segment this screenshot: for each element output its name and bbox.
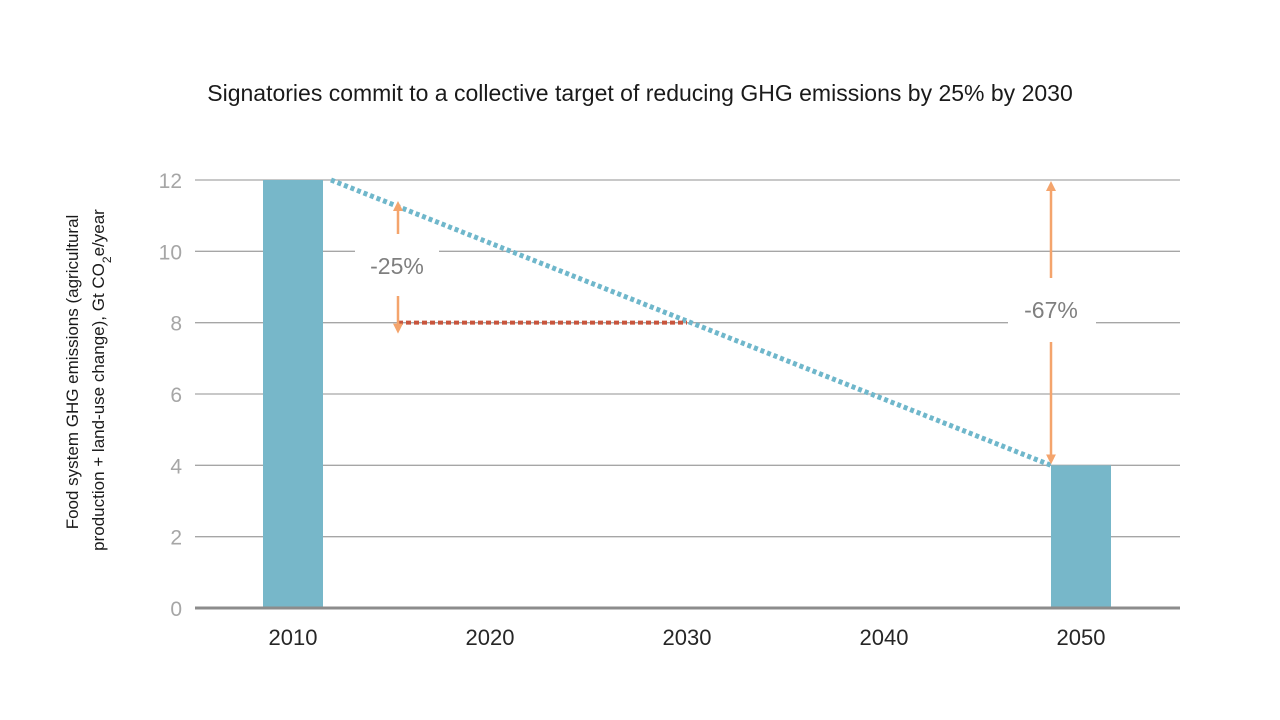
x-tick-label: 2030 [663,625,712,650]
label-bg-67 [1008,290,1096,328]
y-tick-label: 8 [170,313,182,336]
trajectory-line [330,177,1052,468]
y-tick-label: 12 [159,170,182,193]
label-bg-25 [355,248,439,284]
y-tick-label: 0 [170,598,182,621]
y-tick-label: 10 [159,241,182,264]
x-tick-label: 2010 [269,625,318,650]
bar-2010 [263,180,323,608]
reduction-label-2050: -67% [1024,297,1078,323]
reduction-label-2030: -25% [370,253,424,279]
y-axis-label-subscript: 2 [100,256,114,263]
y-axis-label-line2: production + land-use change), Gt CO2e/y… [89,209,114,551]
x-tick-label: 2050 [1057,625,1106,650]
y-tick-label: 4 [170,455,182,478]
bar-2050 [1051,465,1111,608]
x-tick-label: 2040 [860,625,909,650]
y-axis-label-line1: Food system GHG emissions (agricultural [63,215,82,530]
y-axis-label-text: production + land-use change), Gt CO [89,263,108,551]
chart-title: Signatories commit to a collective targe… [207,80,1073,106]
y-tick-label: 2 [170,527,182,550]
y-tick-label: 6 [170,384,182,407]
y-axis-label-unit: e/year [89,209,108,257]
x-tick-label: 2020 [466,625,515,650]
